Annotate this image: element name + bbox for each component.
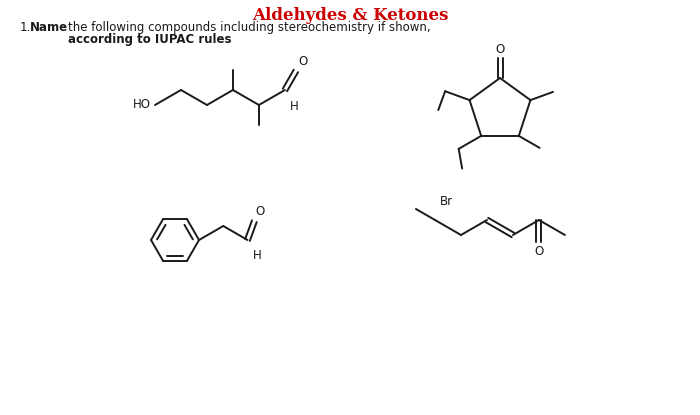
Text: O: O [298,55,307,68]
Text: HO: HO [133,98,151,112]
Text: O: O [534,245,543,258]
Text: Br: Br [440,195,453,208]
Text: according to IUPAC rules: according to IUPAC rules [68,33,232,46]
Text: O: O [496,43,505,56]
Text: H: H [253,249,261,262]
Text: Name: Name [30,21,68,34]
Text: 1.: 1. [20,21,32,34]
Text: the following compounds including stereochemistry if shown,: the following compounds including stereo… [68,21,430,34]
Text: H: H [290,100,299,113]
Text: Aldehydes & Ketones: Aldehydes & Ketones [252,7,448,24]
Text: O: O [256,205,265,218]
